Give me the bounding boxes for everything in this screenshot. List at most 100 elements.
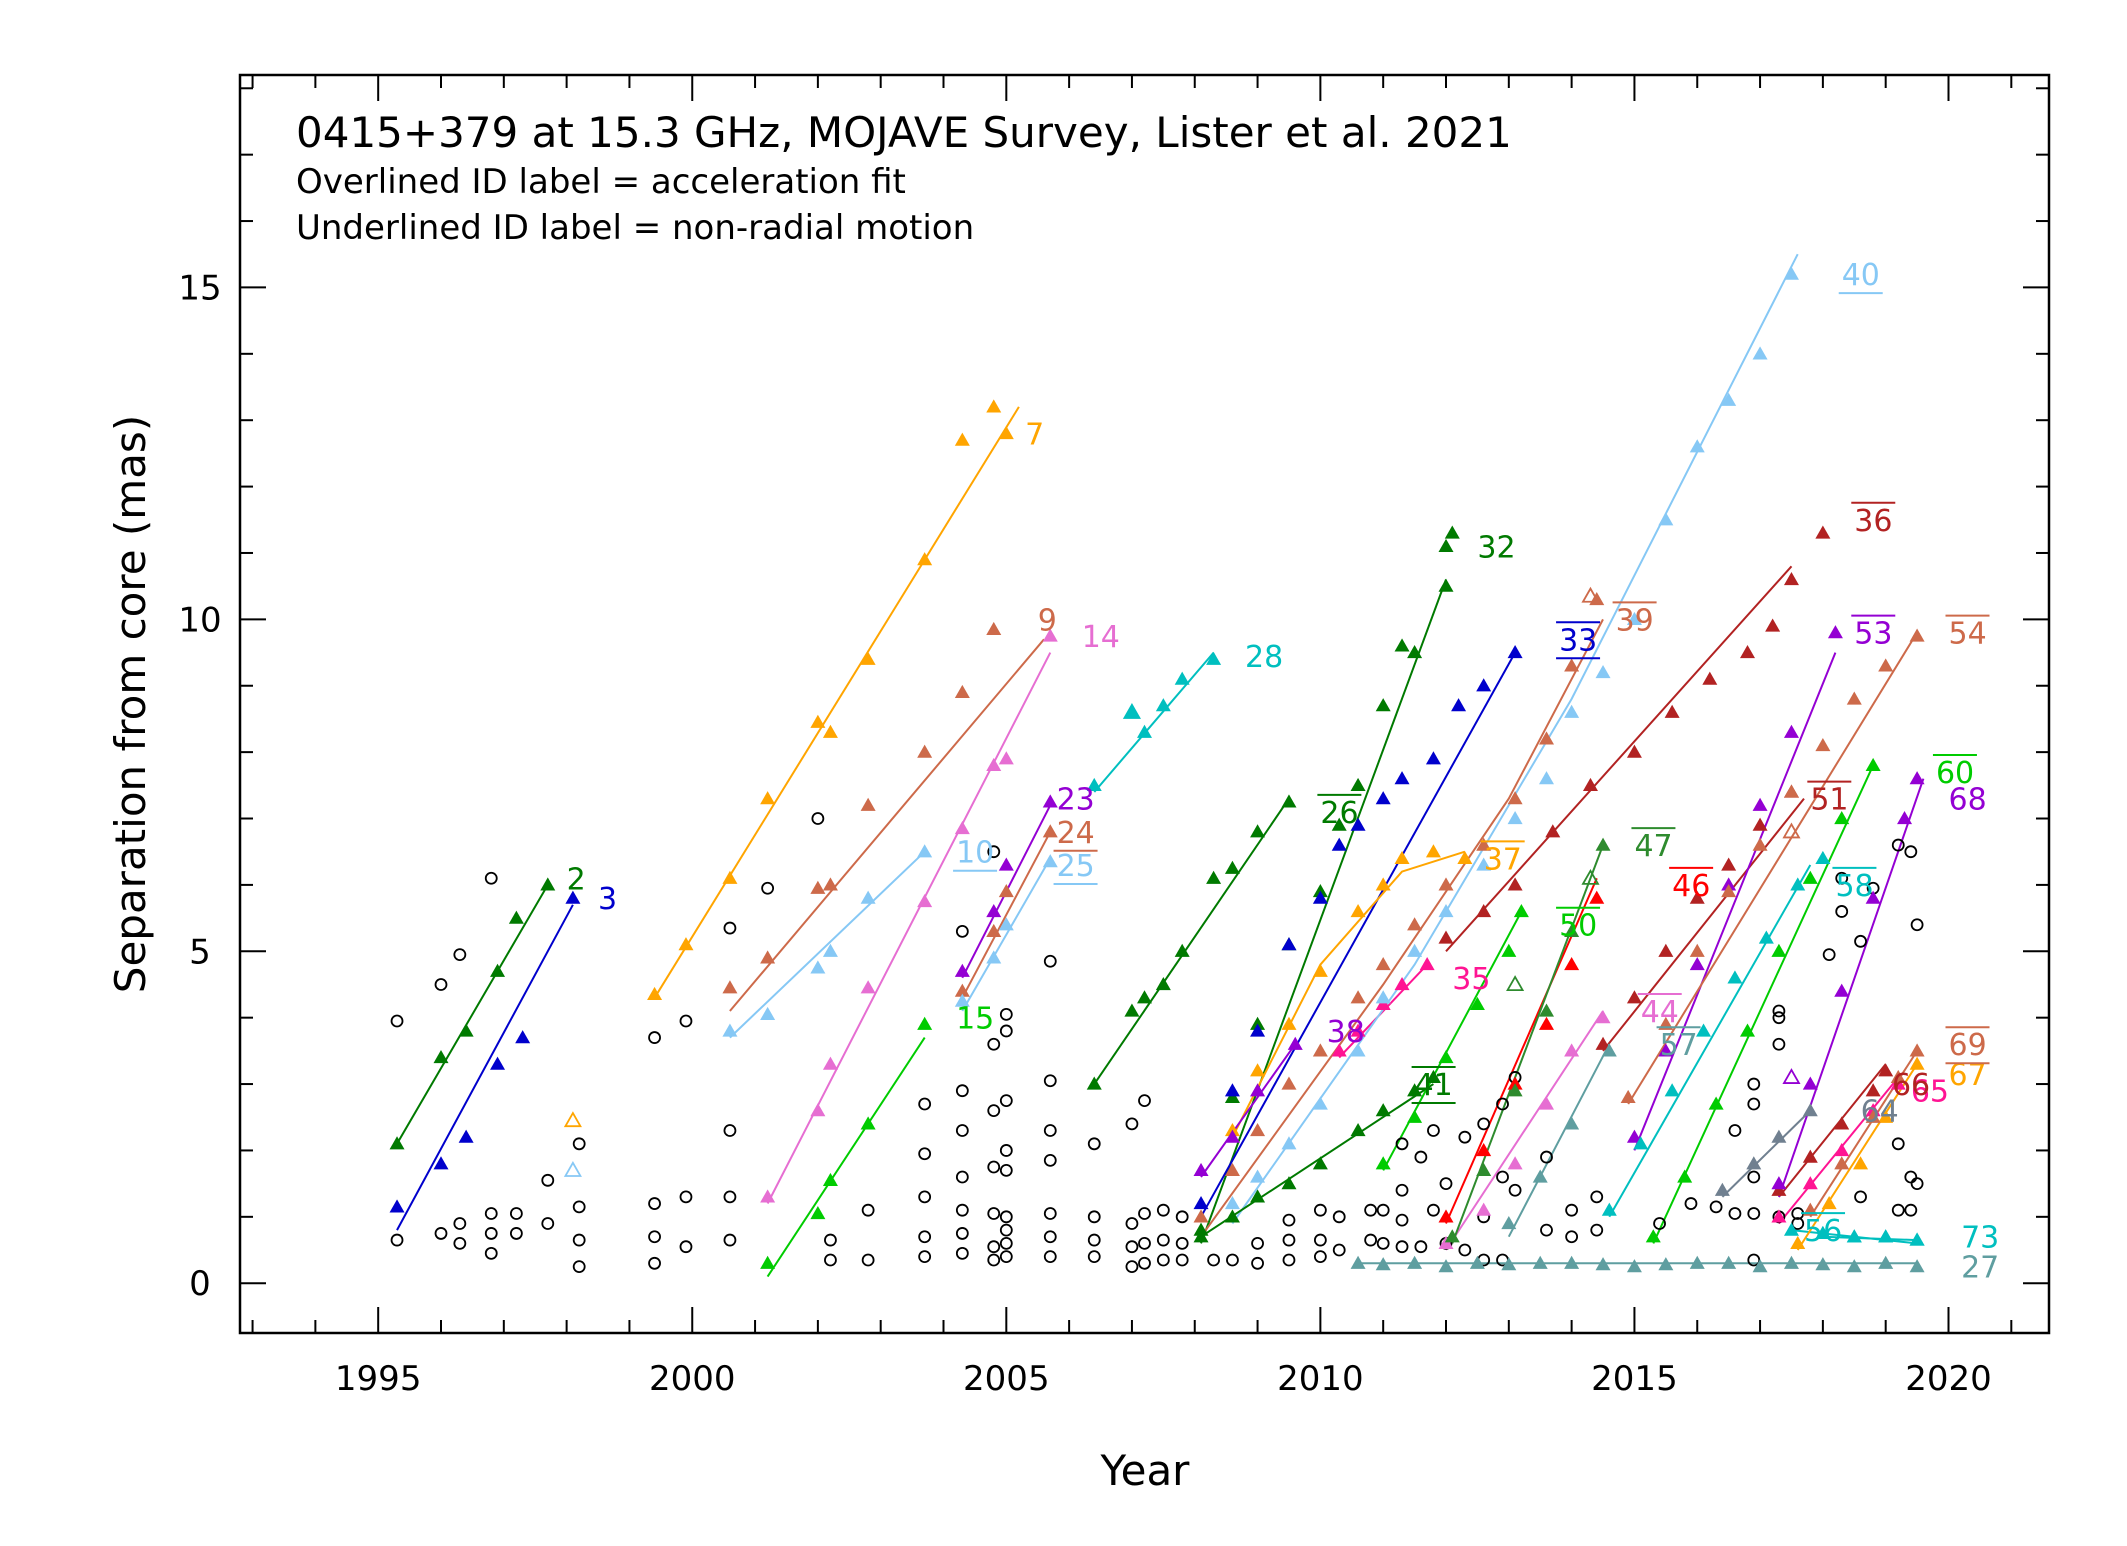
fit-line-68 bbox=[1777, 778, 1925, 1198]
unassociated-point bbox=[1282, 1233, 1296, 1247]
unassociated-point bbox=[723, 1233, 737, 1247]
point-14 bbox=[998, 751, 1014, 765]
point-37 bbox=[1250, 1063, 1266, 1077]
point-67 bbox=[1909, 1056, 1925, 1070]
point-58 bbox=[1790, 877, 1806, 891]
unassociated-point bbox=[999, 1007, 1013, 1021]
point-7 bbox=[722, 870, 738, 884]
point-10 bbox=[760, 1006, 776, 1020]
point-69 bbox=[1865, 1109, 1881, 1123]
point-3 bbox=[389, 1199, 405, 1213]
unassociated-point bbox=[1364, 1233, 1378, 1247]
unassociated-point bbox=[1910, 918, 1924, 932]
unassociated-point bbox=[955, 1246, 969, 1260]
point-33 bbox=[1394, 771, 1410, 785]
point-33 bbox=[1193, 1196, 1209, 1210]
point-58 bbox=[1696, 1023, 1712, 1037]
chart-subtitle-1: Overlined ID label = acceleration fit bbox=[296, 162, 906, 202]
point-44 bbox=[1438, 1235, 1454, 1250]
point-10 bbox=[917, 844, 933, 858]
point-36 bbox=[1476, 903, 1492, 918]
point-47 bbox=[1564, 923, 1580, 937]
point-47 bbox=[1595, 837, 1611, 851]
fit-line-44 bbox=[1445, 1010, 1604, 1251]
point-57 bbox=[1532, 1169, 1548, 1183]
point-36 bbox=[1702, 671, 1718, 685]
point-41 bbox=[1312, 1156, 1328, 1170]
unassociated-point bbox=[1835, 905, 1849, 918]
unassociated-point bbox=[1138, 1094, 1151, 1108]
point-54 bbox=[1752, 837, 1768, 851]
unassociated-point bbox=[484, 1246, 498, 1260]
unassociated-point bbox=[1684, 1197, 1698, 1210]
unassociated-point bbox=[987, 1253, 1001, 1267]
unassociated-point bbox=[434, 1227, 448, 1240]
unassociated-point bbox=[918, 1147, 932, 1161]
x-tick-label: 2015 bbox=[1591, 1359, 1678, 1399]
unassociated-point bbox=[1043, 1074, 1057, 1088]
point-46 bbox=[1507, 1076, 1523, 1090]
point-15 bbox=[810, 1206, 826, 1220]
unassociated-point bbox=[1439, 1177, 1453, 1191]
point-69 bbox=[1909, 1043, 1925, 1057]
unassociated-point bbox=[1087, 1210, 1101, 1224]
point-35 bbox=[1331, 1043, 1347, 1057]
label-66: 66 bbox=[1892, 1068, 1930, 1103]
point-7 bbox=[810, 714, 826, 728]
label-3: 3 bbox=[598, 882, 617, 917]
unassociated-point bbox=[484, 1207, 498, 1220]
unassociated-point bbox=[572, 1137, 586, 1151]
label-28: 28 bbox=[1245, 640, 1283, 675]
label-64: 64 bbox=[1861, 1095, 1899, 1130]
unassociated-point bbox=[453, 948, 467, 962]
unassociated-point bbox=[1282, 1213, 1296, 1227]
point-64 bbox=[1714, 1182, 1730, 1196]
unassociated-point bbox=[541, 1217, 555, 1230]
unassociated-point bbox=[1313, 1233, 1327, 1247]
point-14 bbox=[810, 1103, 826, 1117]
unassociated-point bbox=[1364, 1203, 1378, 1217]
point-23 bbox=[1042, 794, 1058, 808]
point-41 bbox=[1281, 1176, 1297, 1190]
unassociated-point bbox=[918, 1250, 932, 1264]
fit-line-9 bbox=[729, 638, 1045, 1012]
y-tick-label: 10 bbox=[178, 600, 221, 640]
point-37 bbox=[1224, 1123, 1240, 1137]
point-27 bbox=[1783, 1255, 1799, 1269]
point-38 bbox=[1193, 1162, 1209, 1176]
unassociated-point bbox=[572, 1260, 586, 1274]
point-37 bbox=[1281, 1016, 1297, 1030]
point-25 bbox=[954, 993, 970, 1007]
label-40: 40 bbox=[1842, 258, 1880, 293]
point-27 bbox=[1721, 1255, 1737, 1269]
point-50 bbox=[1469, 996, 1485, 1011]
point-28 bbox=[1086, 777, 1102, 791]
open-triangle-point bbox=[1581, 586, 1600, 603]
unassociated-point bbox=[1395, 1183, 1409, 1197]
point-58 bbox=[1727, 970, 1743, 984]
point-51 bbox=[1595, 1036, 1611, 1050]
chart-subtitle-2: Underlined ID label = non-radial motion bbox=[296, 208, 974, 248]
unassociated-point bbox=[861, 1253, 875, 1267]
unassociated-point bbox=[1207, 1253, 1220, 1267]
unassociated-point bbox=[1313, 1203, 1327, 1217]
label-33: 33 bbox=[1559, 623, 1597, 658]
unassociated-point bbox=[987, 1207, 1001, 1220]
unassociated-point bbox=[1043, 1124, 1057, 1137]
fit-line-25 bbox=[961, 857, 1052, 1012]
point-40 bbox=[1476, 857, 1492, 871]
point-58 bbox=[1633, 1136, 1649, 1150]
point-7 bbox=[860, 651, 876, 665]
point-40 bbox=[1407, 943, 1423, 957]
unassociated-point bbox=[679, 1240, 693, 1254]
point-39 bbox=[1507, 791, 1523, 805]
fit-line-41 bbox=[1200, 1083, 1434, 1238]
fit-line-53 bbox=[1633, 652, 1837, 1151]
point-39 bbox=[1539, 731, 1554, 745]
point-41 bbox=[1407, 1083, 1423, 1097]
point-40 bbox=[1783, 266, 1799, 280]
point-33 bbox=[1476, 678, 1492, 692]
point-27 bbox=[1438, 1259, 1454, 1273]
label-53: 53 bbox=[1854, 617, 1892, 652]
unassociated-point bbox=[1835, 871, 1849, 885]
